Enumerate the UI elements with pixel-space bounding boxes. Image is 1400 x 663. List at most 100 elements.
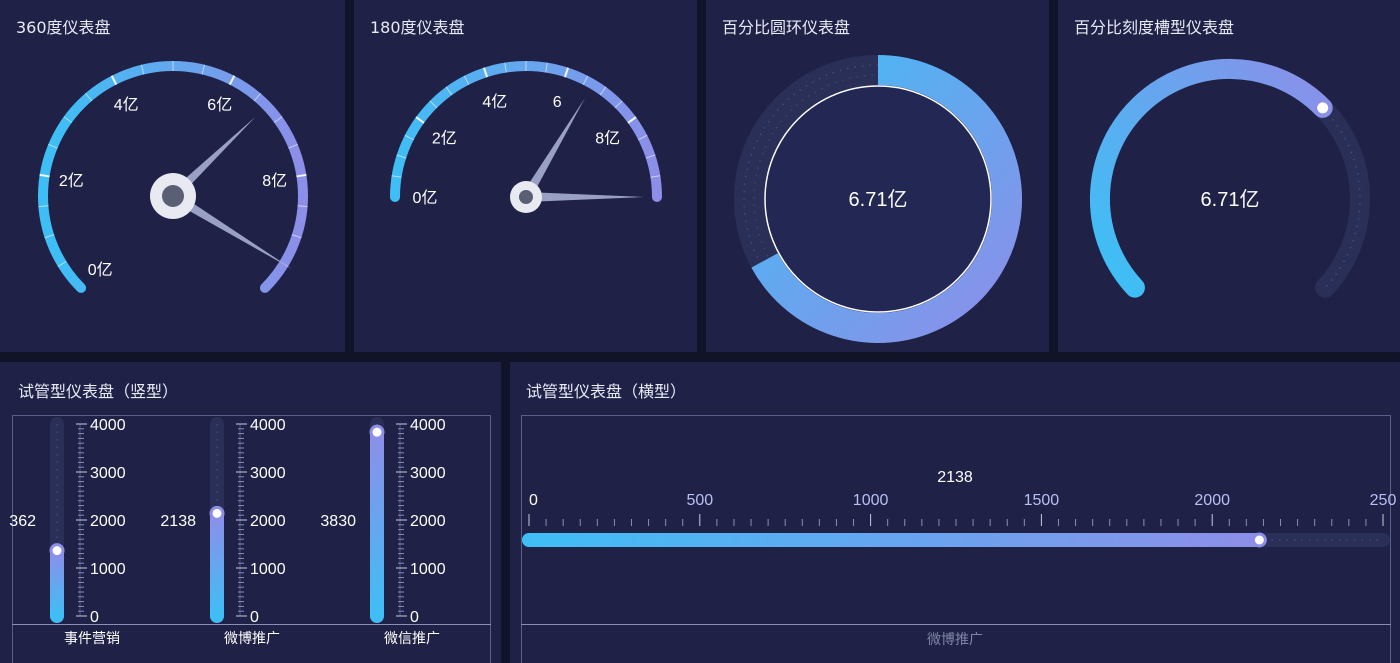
gauge-tick [291, 234, 302, 239]
tube-axis-label: 4000 [410, 417, 446, 434]
panel-ring-gauge: 6.71亿 百分比圆环仪表盘 [706, 0, 1049, 352]
gauge-tick [563, 67, 569, 78]
ring-gauge-chart: 6.71亿 [734, 55, 1022, 343]
tube-axis-label: 4000 [90, 417, 126, 434]
tube-axis-label: 500 [686, 492, 713, 509]
gauge-180-chart: 0亿 2亿 4亿 6 8亿 [390, 61, 662, 213]
gauge-tick [63, 116, 73, 123]
gauge-tick [84, 93, 93, 102]
gauge-tick [429, 100, 438, 109]
panel-title: 百分比刻度槽型仪表盘 [1074, 18, 1235, 37]
gauge-tick [391, 175, 402, 178]
gauge-tick [445, 86, 453, 96]
tube-category-label: 微博推广 [927, 631, 983, 647]
gauge-tick [638, 134, 648, 141]
tube-axis-label: 1000 [250, 561, 286, 578]
gauge-tick [140, 64, 145, 75]
panel-title: 百分比圆环仪表盘 [722, 18, 851, 37]
vertical-tube-chart: 362 0 1000 2000 3000 4000 事件营销 2138 0 1000 2000 300… [9, 415, 491, 663]
gauge-tick [645, 154, 656, 159]
tube-category-label: 微信推广 [384, 630, 440, 646]
gauge-tick-label: 2亿 [59, 172, 84, 190]
gauge-needle [526, 192, 644, 202]
gauge-tick [296, 173, 307, 178]
gauge-tick [253, 93, 262, 102]
tube-marker [1251, 532, 1267, 548]
groove-progress [1089, 58, 1333, 298]
tube-axis-label: 0 [90, 609, 99, 626]
tube-value-label: 3830 [320, 513, 356, 530]
tube-axis-label: 3000 [90, 465, 126, 482]
tube-axis-label: 1500 [1024, 492, 1060, 509]
tube-axis-label: 2000 [1194, 492, 1230, 509]
tube-category-label: 微博推广 [224, 630, 280, 646]
tube-marker [369, 424, 385, 440]
gauge-tick [44, 234, 55, 239]
panel-title: 试管型仪表盘（横型） [526, 382, 687, 401]
tube-axis-label: 4000 [250, 417, 286, 434]
groove-gauge-chart: 6.71亿 [1089, 58, 1370, 298]
gauge-tick [483, 67, 489, 78]
gauge-tick [201, 64, 206, 75]
gauge-tick [110, 75, 118, 86]
tube-axis-label: 2000 [90, 513, 126, 530]
panel-groove-gauge: 6.71亿 百分比刻度槽型仪表盘 [1058, 0, 1400, 352]
gauge-tick-label: 4亿 [114, 96, 139, 114]
horizontal-tube-chart: 0 500 1000 1500 2000 250 2138 微博推广 [521, 415, 1397, 663]
gauge-tick [545, 62, 548, 73]
gauge-tick [228, 75, 236, 86]
tube-marker [209, 505, 225, 521]
gauge-tick-label: 2亿 [432, 130, 457, 148]
panel-title: 180度仪表盘 [370, 18, 465, 37]
ring-inner [764, 85, 992, 313]
gauge-tick [504, 62, 507, 73]
gauge-tick [48, 143, 58, 149]
gauge-tick [599, 86, 607, 96]
gauge-tick-label: 6亿 [207, 96, 232, 114]
plot-frame [521, 415, 1391, 663]
tube-axis-label: 3000 [410, 465, 446, 482]
gauge-tick-label: 4亿 [482, 93, 507, 111]
gauge-tick [57, 260, 67, 267]
tube-axis-label: 250 [1370, 492, 1397, 509]
tube-value-label: 362 [9, 513, 36, 530]
gauge-tick [582, 75, 589, 85]
panel-180-gauge: 0亿 2亿 4亿 6 8亿 180度仪表盘 [354, 0, 697, 352]
tube-axis-label: 0 [250, 609, 259, 626]
gauge-tick [396, 154, 407, 159]
groove-marker [1314, 99, 1332, 117]
gauge-tick [404, 134, 414, 141]
gauge-needle [169, 116, 256, 200]
tube-axis-label: 2000 [250, 513, 286, 530]
gauge-tick [650, 175, 661, 178]
gauge-tick [415, 116, 425, 124]
tube-axis-label: 1000 [90, 561, 126, 578]
tube-category-label: 事件营销 [64, 630, 120, 646]
panel-title: 360度仪表盘 [16, 18, 111, 37]
gauge-needle [170, 191, 293, 270]
tube-marker [49, 543, 65, 559]
plot-frame [12, 415, 491, 663]
gauge-tick-label: 0亿 [413, 189, 438, 207]
tube-value-label: 2138 [937, 469, 973, 486]
panel-title: 试管型仪表盘（竖型） [18, 382, 179, 401]
gauge-hub-center [519, 190, 533, 204]
gauge-tick-label: 6 [553, 94, 562, 111]
tube-axis-label: 0 [410, 609, 419, 626]
gauge-tick-label: 8亿 [595, 130, 620, 148]
gauge-tick [288, 143, 298, 149]
tube-axis-label: 2000 [410, 513, 446, 530]
gauge-tick [39, 173, 50, 178]
gauge-tick [273, 116, 283, 123]
tube-value-label: 2138 [160, 513, 196, 530]
tube-axis-label: 1000 [853, 492, 889, 509]
tube-axis-label: 3000 [250, 465, 286, 482]
panel-360-gauge: 0亿 2亿 4亿 6亿 8亿 360度仪表盘 [0, 0, 345, 352]
gauge-tick [627, 116, 637, 124]
gauge-tick [614, 100, 623, 109]
ring-value-label: 6.71亿 [849, 188, 908, 211]
groove-value-label: 6.71亿 [1201, 188, 1260, 211]
panel-vertical-tube: 362 0 1000 2000 3000 4000 事件营销 2138 0 1000 2000 300… [0, 362, 501, 663]
ring-progress [751, 55, 1022, 343]
tube-axis-label: 1000 [410, 561, 446, 578]
